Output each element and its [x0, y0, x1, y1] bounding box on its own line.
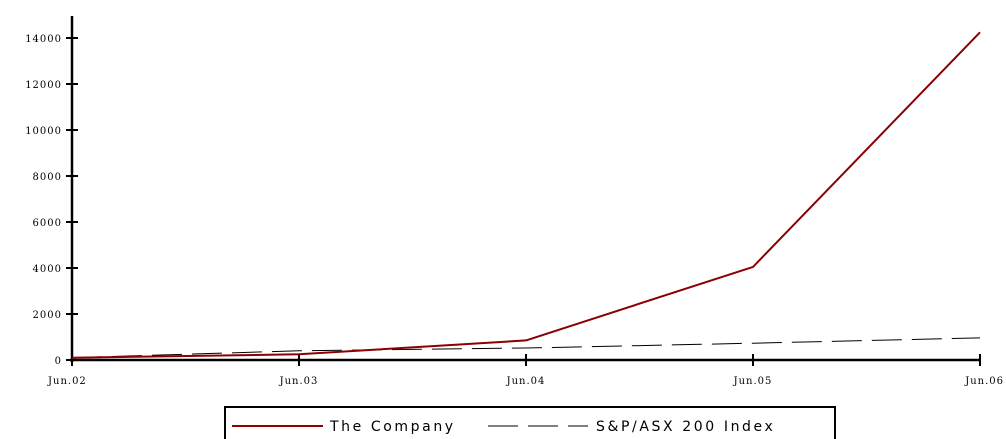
series-lines: [71, 31, 981, 359]
x-tick-label-jun-05: Jun.05: [733, 376, 773, 387]
y-tick-label-12000: 12000: [25, 80, 62, 91]
y-tick-label-2000: 2000: [33, 310, 62, 321]
y-tick-label-14000: 14000: [25, 34, 62, 45]
series-line-the-company: [71, 31, 981, 359]
y-tick-label-8000: 8000: [33, 172, 62, 183]
legend-label-the-company: The Company: [329, 419, 456, 435]
legend-box: [224, 406, 836, 439]
y-tick-label-6000: 6000: [33, 218, 62, 229]
y-axis-ticks: 0 2000 4000 6000 8000 10000 12000 14000: [25, 34, 78, 367]
legend: The Company S&P/ASX 200 Index: [224, 406, 836, 439]
y-tick-label-10000: 10000: [25, 126, 62, 137]
x-axis-ticks: Jun.02 Jun.03 Jun.04 Jun.05 Jun.06: [47, 354, 1004, 387]
y-tick-label-4000: 4000: [33, 264, 62, 275]
chart-axes: [70, 16, 981, 362]
legend-label-s-p-asx-200-index: S&P/ASX 200 Index: [596, 419, 775, 435]
x-tick-label-jun-06: Jun.06: [964, 376, 1004, 387]
x-tick-label-jun-02: Jun.02: [47, 376, 87, 387]
x-tick-label-jun-03: Jun.03: [279, 376, 319, 387]
series-line-s-p-asx-200-index: [71, 337, 981, 359]
x-tick-label-jun-04: Jun.04: [506, 376, 546, 387]
y-tick-label-0: 0: [55, 356, 62, 367]
